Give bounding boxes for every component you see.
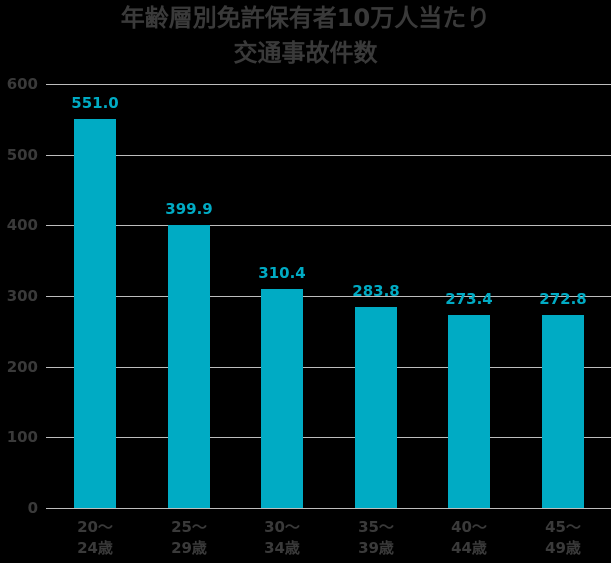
x-axis-baseline	[46, 508, 611, 509]
x-category-label: 40〜 44歳	[429, 517, 509, 559]
bar-value-label: 399.9	[165, 200, 213, 218]
x-category-label-line: 30〜	[264, 518, 300, 536]
bar-value-label: 283.8	[352, 282, 400, 300]
y-tick-label: 100	[6, 428, 38, 446]
x-category-label: 45〜 49歳	[523, 517, 603, 559]
y-tick-label: 400	[6, 216, 38, 234]
bar-value-label: 272.8	[539, 290, 587, 308]
bar-value-label: 310.4	[258, 264, 306, 282]
x-category-label-line: 25〜	[171, 518, 207, 536]
x-category-label-line: 40〜	[451, 518, 487, 536]
y-tick-label: 300	[6, 287, 38, 305]
bar	[448, 315, 490, 508]
gridline	[46, 296, 611, 297]
gridline	[46, 367, 611, 368]
x-category-label-line: 44歳	[451, 539, 487, 557]
bar-value-label: 273.4	[445, 290, 493, 308]
bar	[74, 119, 116, 508]
bar	[355, 307, 397, 508]
x-category-label-line: 45〜	[545, 518, 581, 536]
x-category-label-line: 34歳	[264, 539, 300, 557]
y-tick-label: 600	[6, 75, 38, 93]
x-category-label-line: 49歳	[545, 539, 581, 557]
x-category-label-line: 39歳	[358, 539, 394, 557]
x-category-label: 30〜 34歳	[242, 517, 322, 559]
bar	[168, 225, 210, 508]
x-category-label-line: 35〜	[358, 518, 394, 536]
x-category-label-line: 20〜	[77, 518, 113, 536]
x-category-label: 25〜 29歳	[149, 517, 229, 559]
gridline	[46, 225, 611, 226]
x-category-label-line: 29歳	[171, 539, 207, 557]
x-category-label-line: 24歳	[77, 539, 113, 557]
y-tick-label: 0	[27, 499, 38, 517]
chart-title-line2: 交通事故件数	[233, 39, 378, 67]
bar	[261, 289, 303, 508]
bar-value-label: 551.0	[71, 94, 119, 112]
gridline	[46, 84, 611, 85]
gridline	[46, 437, 611, 438]
chart-title-line1: 年齢層別免許保有者10万人当たり	[120, 4, 491, 32]
y-tick-label: 500	[6, 146, 38, 164]
gridline	[46, 155, 611, 156]
x-category-label: 35〜 39歳	[336, 517, 416, 559]
y-tick-label: 200	[6, 358, 38, 376]
bar	[542, 315, 584, 508]
x-category-label: 20〜 24歳	[55, 517, 135, 559]
